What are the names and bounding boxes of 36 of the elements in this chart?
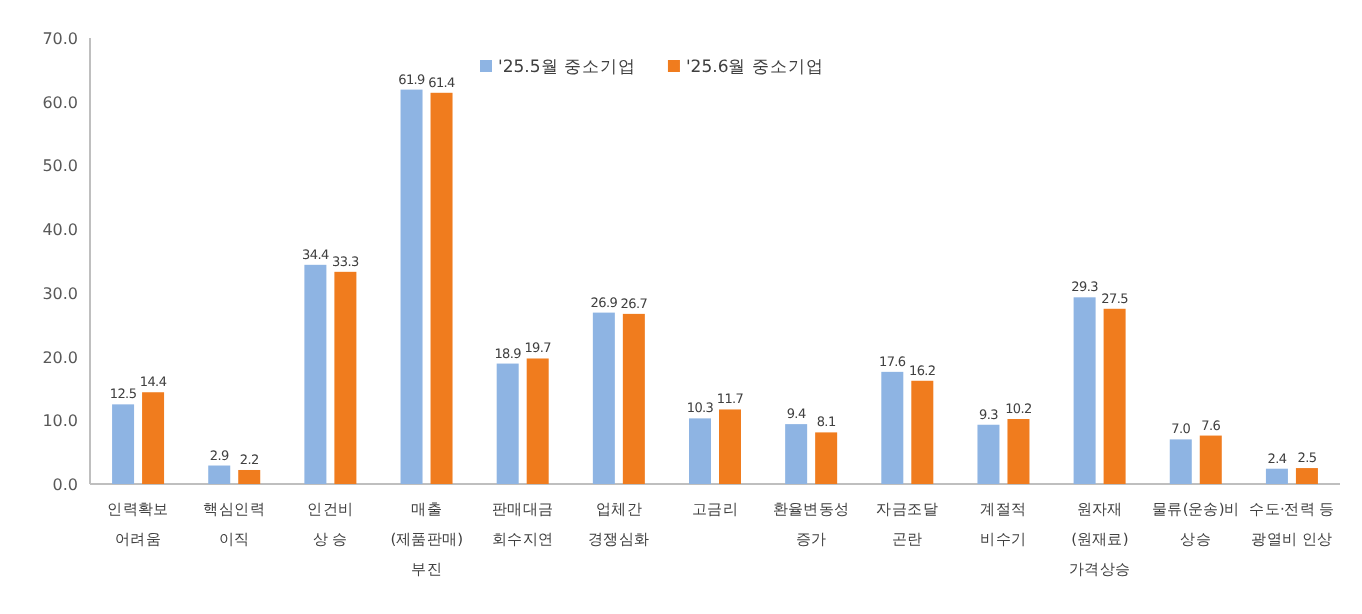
- bar: [1103, 308, 1126, 484]
- bar: [334, 271, 357, 484]
- bar: [785, 424, 808, 484]
- bar: [304, 264, 327, 484]
- bar: [622, 313, 645, 484]
- bar: [112, 404, 135, 484]
- y-tick-label: 40.0: [42, 221, 78, 240]
- bar: [592, 312, 615, 484]
- bar: [977, 424, 1000, 484]
- bar: [1265, 468, 1288, 484]
- y-tick-label: 50.0: [42, 157, 78, 176]
- y-tick-label: 0.0: [52, 476, 78, 494]
- bar: [526, 358, 549, 484]
- bar: [719, 409, 741, 484]
- bar: [1295, 468, 1318, 484]
- y-tick-label: 20.0: [42, 348, 78, 367]
- bar: [430, 92, 453, 484]
- bar: [911, 380, 934, 484]
- bar: [400, 89, 423, 484]
- bar: [1199, 435, 1222, 484]
- y-tick-label: 60.0: [42, 93, 78, 112]
- legend-label: '25.6월 중소기업: [685, 58, 824, 78]
- bar: [208, 465, 231, 484]
- y-tick-label: 30.0: [42, 284, 78, 303]
- bar: [881, 371, 904, 484]
- bar: [1073, 297, 1096, 484]
- legend-label: '25.5월 중소기업: [498, 58, 636, 78]
- bar: [1007, 419, 1030, 484]
- y-tick-label: 70.0: [42, 30, 78, 48]
- bar: [496, 363, 519, 484]
- bar: [689, 418, 711, 484]
- bar: [815, 432, 838, 484]
- bar: [238, 469, 261, 484]
- bar: [142, 392, 165, 484]
- bar: [1169, 439, 1192, 484]
- y-tick-label: 10.0: [42, 412, 78, 431]
